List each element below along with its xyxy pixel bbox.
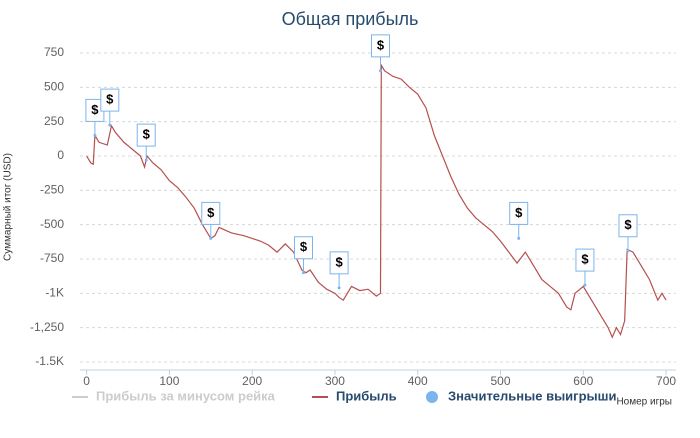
x-tick-label: 600: [573, 374, 593, 388]
flag-label: $: [515, 205, 523, 220]
x-tick-label: 0: [83, 374, 90, 388]
x-tick-label: 100: [159, 374, 179, 388]
y-axis-title: Суммарный итог (USD): [3, 153, 14, 261]
flag[interactable]: $: [85, 98, 105, 137]
legend-label: Прибыль за минусом рейка: [96, 388, 276, 403]
flag-label: $: [143, 127, 151, 142]
flag[interactable]: $: [100, 88, 120, 127]
x-axis-title: Номер игры: [616, 397, 672, 408]
flag-label: $: [300, 239, 308, 254]
flag[interactable]: $: [509, 201, 529, 240]
y-tick-label: 0: [57, 148, 64, 162]
flag[interactable]: $: [370, 34, 390, 73]
x-tick-label: 200: [242, 374, 262, 388]
flag-point: [302, 271, 305, 275]
legend-item[interactable]: Прибыль за минусом рейка: [72, 388, 276, 403]
flag-label: $: [207, 205, 215, 220]
flag-point: [337, 286, 341, 290]
flag[interactable]: $: [294, 236, 313, 275]
flag-point: [517, 236, 521, 240]
flag-box: [136, 123, 156, 147]
legend-symbol: [426, 391, 438, 403]
flag-point: [583, 283, 587, 287]
y-tick-label: -750: [40, 251, 64, 265]
y-tick-label: -250: [40, 183, 64, 197]
flag-label: $: [581, 252, 589, 267]
flag-label: $: [106, 92, 114, 107]
y-tick-label: -1.5K: [35, 354, 64, 368]
chart-title: Общая прибыль: [282, 9, 419, 29]
x-tick-label: 500: [490, 374, 510, 388]
flag-point: [378, 69, 382, 73]
x-tick-label: 700: [656, 374, 676, 388]
flag-box: [294, 236, 313, 260]
legend-label: Значительные выигрыши: [448, 388, 616, 403]
flag-label: $: [91, 102, 99, 117]
flag-box: [575, 248, 595, 272]
x-tick-label: 400: [408, 374, 428, 388]
y-tick-label: -1K: [45, 286, 64, 300]
flag-point: [108, 123, 112, 127]
y-tick-label: -500: [40, 217, 64, 231]
flag-box: [618, 214, 638, 238]
y-tick-label: 500: [44, 80, 64, 94]
flag-label: $: [624, 217, 632, 232]
legend-label: Прибыль: [336, 388, 397, 403]
flag[interactable]: $: [136, 123, 156, 162]
x-tick-label: 300: [325, 374, 345, 388]
flag-box: [201, 201, 221, 225]
flag[interactable]: $: [201, 201, 221, 240]
legend-item[interactable]: Прибыль: [312, 388, 397, 403]
y-tick-label: 250: [44, 114, 64, 128]
y-tick-label: -1,250: [30, 320, 64, 334]
flag-box: [370, 34, 390, 58]
flag-point: [626, 249, 630, 253]
flag-point: [144, 158, 148, 162]
flag-box: [509, 201, 529, 225]
flag[interactable]: $: [618, 214, 638, 253]
flag-box: [329, 251, 349, 275]
flag-label: $: [377, 37, 385, 52]
flag[interactable]: $: [329, 251, 349, 290]
flag-point: [209, 236, 213, 240]
profit-line: [86, 63, 667, 339]
y-tick-label: 750: [44, 45, 64, 59]
flag-label: $: [335, 254, 343, 269]
flag-point: [93, 133, 97, 137]
flag[interactable]: $: [575, 248, 595, 287]
legend-item[interactable]: Значительные выигрыши: [426, 388, 616, 403]
flag-box: [100, 88, 120, 112]
